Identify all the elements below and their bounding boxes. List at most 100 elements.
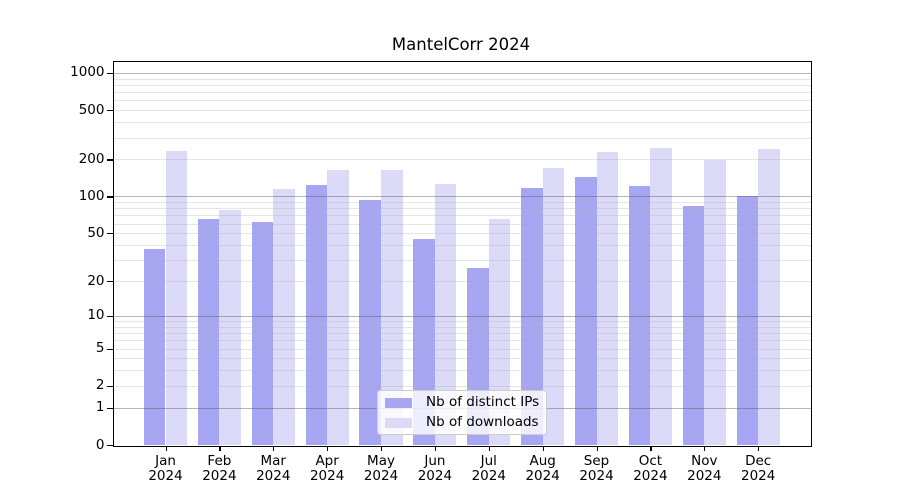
x-axis-tick [596,446,598,451]
y-axis-tick [106,110,113,112]
x-axis-label-year: 2024 [525,467,560,484]
y-axis-tick-label: 5 [95,340,105,356]
x-axis-label-year: 2024 [309,467,345,484]
x-axis-label-year: 2024 [417,467,453,484]
x-axis-label-month: Nov [691,453,718,469]
minor-gridline [113,84,811,86]
x-axis-tick-label: Aug 2024 [508,454,578,483]
minor-gridline [113,370,811,372]
x-axis-tick-label: Jul 2024 [454,454,524,483]
minor-gridline [113,100,811,102]
minor-gridline [113,223,811,225]
minor-gridline [113,385,811,387]
bar-distinct-ips-apr [305,184,328,445]
x-axis-label-year: 2024 [202,467,237,484]
bar-downloads-nov [704,159,726,445]
x-axis-tick-label: Jun 2024 [400,454,470,483]
x-axis-tick [758,446,760,451]
x-axis-tick [434,446,437,451]
bar-distinct-ips-jan [143,249,166,445]
y-axis-tick-label: 100 [78,187,105,204]
x-axis-label-year: 2024 [740,467,776,484]
x-axis-label-year: 2024 [579,467,614,484]
x-axis-label-month: Feb [207,453,232,469]
x-axis-label-month: Mar [260,453,286,469]
minor-gridline [113,208,811,210]
x-axis-label-month: Jun [424,453,446,469]
x-axis-label-month: Dec [745,453,772,469]
minor-gridline [113,159,811,161]
bar-distinct-ips-sep [574,176,597,445]
plot-area: 0 1 2 5 10 20 50 100 200 500 1000 Jan 2024 Feb 2024 Mar… [70,60,812,483]
legend-label-distinct-ips: Nb of distinct IPs [426,394,540,410]
x-axis-tick-label: Oct 2024 [615,454,685,483]
y-axis-tick-label: 10 [87,307,105,324]
minor-gridline [113,281,811,283]
y-axis-tick [106,159,113,161]
x-axis-tick [381,446,383,451]
x-axis-label-month: Apr [315,453,339,469]
legend-item-distinct-ips: Nb of distinct IPs [385,395,539,410]
y-axis-tick-label: 20 [87,272,105,289]
x-axis-tick [165,446,167,451]
x-axis-label-year: 2024 [148,467,183,484]
x-axis-label-year: 2024 [687,467,722,484]
minor-gridline [113,202,811,204]
bar-downloads-may [381,169,403,445]
x-axis-tick [219,446,221,451]
x-axis-tick [273,446,275,451]
y-axis-tick [106,407,113,409]
major-gridline [113,72,811,74]
y-axis-tick-label: 0 [95,436,105,453]
x-axis-tick [327,446,329,451]
x-axis-tick-label: May 2024 [346,454,416,483]
x-axis-tick-label: Mar 2024 [238,454,308,483]
y-axis-tick-label: 1 [95,399,105,416]
bar-distinct-ips-aug [521,188,543,445]
x-axis-label-month: Sep [583,453,610,469]
bar-downloads-apr [327,169,349,445]
minor-gridline [113,245,811,246]
x-axis-label-year: 2024 [363,467,399,484]
bar-downloads-aug [542,168,565,445]
bar-distinct-ips-nov [682,206,705,445]
x-axis-tick-label: Apr 2024 [292,454,362,483]
minor-gridline [113,260,811,262]
bar-downloads-jun [434,183,457,445]
bar-distinct-ips-oct [628,185,651,445]
legend-label-downloads: Nb of downloads [426,414,539,430]
minor-gridline [113,358,811,360]
minor-gridline [113,122,811,124]
x-axis-label-month: Aug [529,453,556,469]
minor-gridline [113,137,811,139]
legend-item-downloads: Nb of downloads [385,415,539,430]
bar-downloads-feb [219,209,241,445]
y-axis-tick [106,281,113,283]
minor-gridline [113,348,811,350]
x-axis-tick-label: Feb 2024 [184,454,254,483]
x-axis-label-month: May [367,453,395,469]
y-axis-tick [106,315,113,318]
x-axis-tick [542,446,544,451]
legend: Nb of distinct IPs Nb of downloads [377,390,548,435]
x-axis-tick-label: Dec 2024 [723,454,793,483]
x-axis-label-year: 2024 [471,467,506,484]
x-axis-label-year: 2024 [633,467,668,484]
minor-gridline [113,333,811,335]
bar-downloads-jan [165,150,188,445]
x-axis-tick-label: Sep 2024 [562,454,632,483]
y-axis-tick-label: 50 [87,224,105,241]
y-axis-tick-label: 200 [78,150,105,167]
x-axis-tick [704,446,706,451]
bar-downloads-oct [650,148,672,445]
y-axis-tick [106,348,113,350]
y-axis-tick [106,233,113,235]
x-axis-tick-label: Jan 2024 [131,454,201,483]
major-gridline [113,196,811,198]
x-axis-label-month: Oct [638,453,663,469]
y-axis-tick [106,196,113,198]
minor-gridline [113,326,811,328]
minor-gridline [113,233,811,235]
bar-distinct-ips-dec [736,195,759,445]
